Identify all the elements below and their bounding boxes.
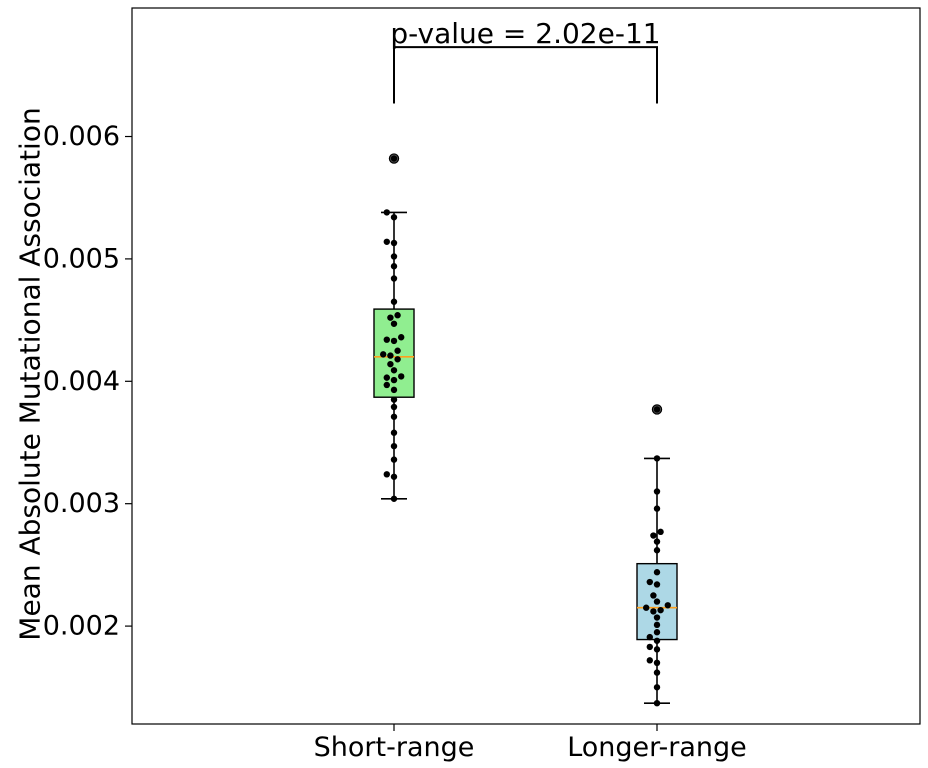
data-point: [390, 376, 398, 384]
x-axis: Short-range Longer-range: [314, 724, 747, 763]
data-point: [653, 547, 661, 554]
data-point: [390, 396, 398, 403]
data-point: [650, 608, 657, 615]
data-point: [664, 602, 671, 609]
y-axis: 0.002 0.003 0.004 0.005 0.006: [43, 121, 132, 642]
data-point: [390, 367, 398, 374]
y-tick-label: 0.004: [43, 366, 120, 397]
data-point: [653, 488, 661, 495]
data-point: [394, 356, 401, 363]
data-point: [390, 337, 398, 345]
data-point: [390, 429, 398, 436]
data-point: [394, 347, 401, 354]
x-tick-label: Short-range: [314, 732, 475, 763]
data-point: [643, 604, 650, 611]
data-point: [390, 320, 398, 327]
y-tick-label: 0.006: [43, 121, 120, 152]
data-point: [653, 614, 661, 621]
data-point: [653, 669, 661, 676]
data-point: [383, 209, 390, 216]
data-point: [390, 239, 398, 247]
data-point: [390, 155, 398, 162]
data-point: [394, 312, 401, 319]
data-point: [657, 606, 664, 614]
data-point: [390, 413, 398, 420]
plot-area-frame: [131, 7, 921, 725]
data-point: [646, 578, 653, 586]
data-point: [653, 505, 661, 512]
data-point: [653, 684, 661, 691]
data-point: [398, 373, 405, 380]
data-point: [646, 657, 653, 664]
data-point: [653, 629, 661, 636]
y-axis-title: Mean Absolute Mutational Association: [14, 107, 47, 640]
data-point: [387, 352, 394, 359]
data-point: [383, 374, 390, 381]
data-point: [653, 569, 661, 576]
data-point: [390, 298, 398, 305]
data-point: [390, 442, 398, 450]
data-point: [653, 637, 661, 644]
data-point: [387, 360, 394, 368]
y-tick-label: 0.005: [43, 243, 120, 274]
data-point: [653, 621, 661, 629]
data-point: [390, 456, 398, 463]
data-point: [398, 334, 405, 341]
data-point: [653, 581, 661, 588]
data-point: [383, 381, 390, 389]
data-point: [390, 275, 398, 282]
data-point: [653, 646, 661, 653]
data-point: [657, 528, 664, 536]
significance-annotation: p-value = 2.02e-11: [390, 17, 661, 104]
data-point: [650, 532, 657, 539]
data-point: [390, 253, 398, 260]
data-point: [653, 699, 661, 707]
points-layer: [380, 155, 671, 707]
data-point: [646, 633, 653, 641]
data-point: [390, 214, 398, 221]
data-point: [653, 538, 661, 545]
data-point: [650, 592, 657, 599]
data-point: [383, 471, 390, 478]
data-point: [653, 455, 661, 462]
data-point: [646, 643, 653, 651]
p-value-label: p-value = 2.02e-11: [390, 17, 660, 50]
data-point: [383, 238, 390, 245]
data-point: [383, 336, 390, 343]
data-point: [653, 598, 661, 605]
data-point: [653, 659, 661, 667]
data-point: [380, 351, 387, 358]
x-tick-label: Longer-range: [567, 732, 747, 763]
significance-bracket: [393, 46, 658, 104]
data-point: [390, 403, 398, 411]
data-point: [390, 386, 398, 394]
data-point: [387, 314, 394, 321]
data-point: [390, 263, 398, 270]
data-point: [390, 495, 398, 502]
y-tick-label: 0.002: [43, 611, 120, 642]
y-tick-label: 0.003: [43, 488, 120, 519]
data-point: [390, 473, 398, 480]
data-point: [653, 406, 661, 413]
